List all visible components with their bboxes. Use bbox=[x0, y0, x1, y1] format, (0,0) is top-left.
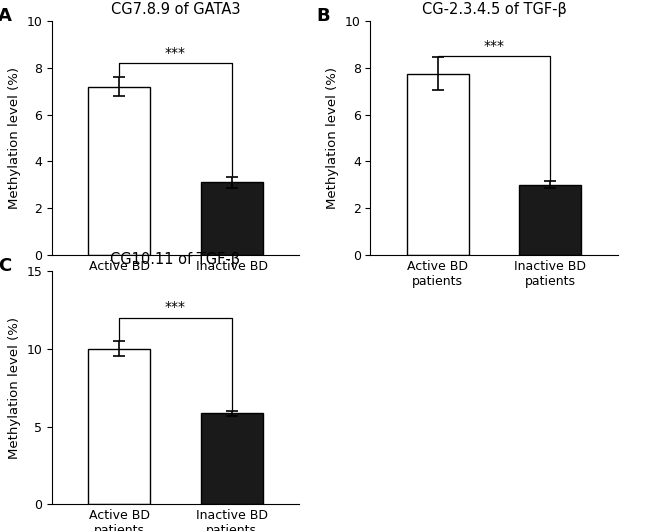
Bar bbox=[519, 185, 581, 255]
Bar bbox=[88, 87, 150, 255]
Text: A: A bbox=[0, 7, 12, 25]
Bar bbox=[88, 349, 150, 504]
Text: ***: *** bbox=[165, 300, 186, 314]
Y-axis label: Methylation level (%): Methylation level (%) bbox=[8, 67, 21, 209]
Text: ***: *** bbox=[165, 46, 186, 60]
Title: CG10.11 of TGF-β: CG10.11 of TGF-β bbox=[111, 252, 240, 267]
Text: C: C bbox=[0, 257, 11, 275]
Bar bbox=[201, 183, 263, 255]
Title: CG-2.3.4.5 of TGF-β: CG-2.3.4.5 of TGF-β bbox=[422, 2, 566, 18]
Bar bbox=[407, 74, 469, 255]
Y-axis label: Methylation level (%): Methylation level (%) bbox=[326, 67, 339, 209]
Title: CG7.8.9 of GATA3: CG7.8.9 of GATA3 bbox=[111, 2, 240, 18]
Y-axis label: Methylation level (%): Methylation level (%) bbox=[8, 316, 21, 459]
Bar bbox=[201, 413, 263, 504]
Text: B: B bbox=[316, 7, 330, 25]
Text: ***: *** bbox=[484, 39, 504, 53]
